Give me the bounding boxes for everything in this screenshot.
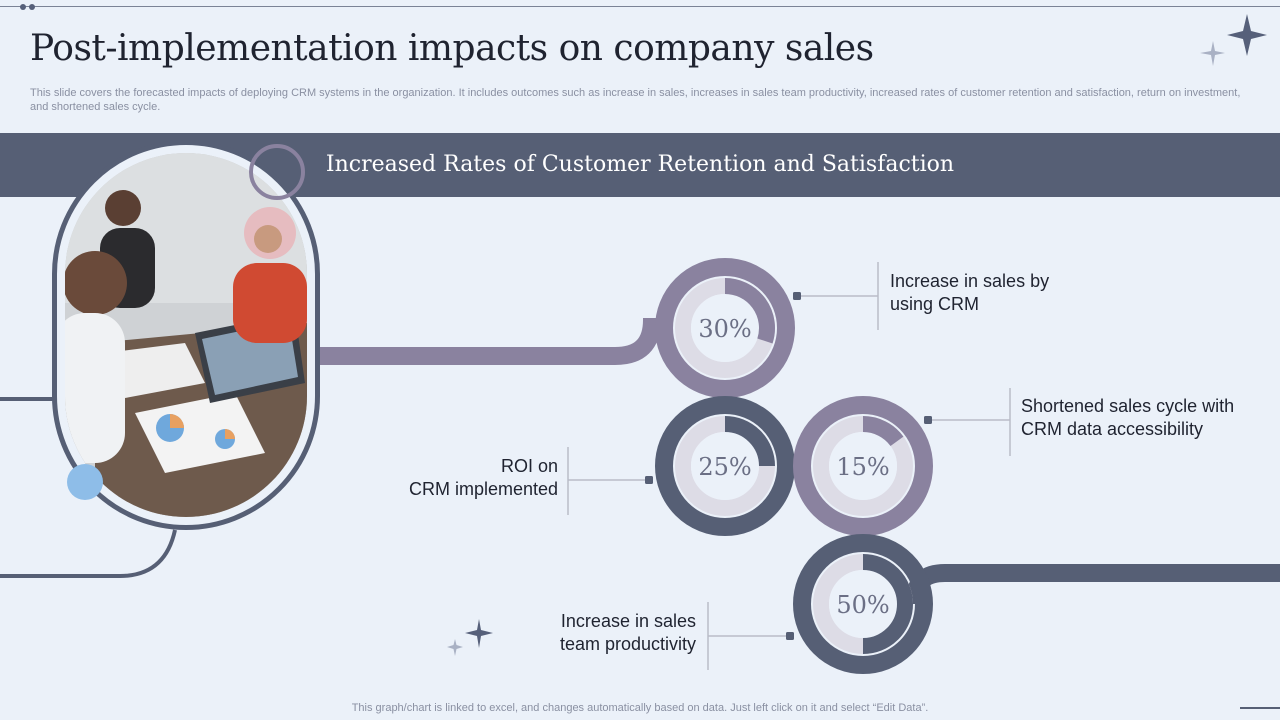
footer-note: This graph/chart is linked to excel, and…: [351, 702, 929, 714]
label-roi: ROI on CRM implemented: [408, 456, 558, 499]
donut-percent-label: 25%: [698, 453, 751, 481]
flow-path-top: [318, 318, 661, 365]
bottom-rule: [1240, 707, 1280, 709]
donut-value-arc: [724, 278, 775, 344]
donut-outer-ring: [655, 258, 795, 398]
decorative-ring: [249, 144, 305, 200]
flow-path-bottom: [906, 564, 1280, 604]
donut-center: [691, 432, 759, 500]
left-connector-bottom: [0, 529, 177, 578]
page-title: Post-implementation impacts on company s…: [30, 28, 874, 69]
callout-sales-crm: [793, 262, 879, 330]
sparkle-icon: [447, 639, 463, 656]
donut-center: [829, 570, 897, 638]
photo-business-meeting: [65, 153, 307, 517]
label-sales-cycle: Shortened sales cycle with CRM data acces…: [1021, 396, 1235, 439]
donut-value-arc: [862, 416, 904, 447]
donut-percent-label: 50%: [836, 591, 889, 619]
donut-roi: 25%: [655, 396, 795, 536]
top-dots: [20, 4, 35, 10]
decorative-dot: [67, 464, 103, 500]
top-rule: [0, 6, 1280, 7]
callout-productivity: [707, 602, 794, 670]
donut-center: [829, 432, 897, 500]
donut-sales-cycle: 15%: [793, 396, 933, 536]
callout-roi: [567, 447, 653, 515]
photo-frame: [52, 140, 320, 530]
sparkle-icon: [465, 619, 493, 648]
page-subtitle: This slide covers the forecasted impacts…: [30, 87, 1241, 113]
donut-sales-crm: 30%: [655, 258, 795, 398]
donut-team-productivity: 50%: [793, 534, 933, 674]
donut-outer-ring: [793, 396, 933, 536]
donut-percent-label: 15%: [836, 453, 889, 481]
donut-center: [691, 294, 759, 362]
donut-value-arc: [862, 554, 913, 654]
banner-title: Increased Rates of Customer Retention an…: [325, 152, 955, 177]
label-team-productivity: Increase in sales team productivity: [559, 611, 696, 654]
donut-outer-ring: [655, 396, 795, 536]
donut-value-arc: [724, 416, 775, 467]
label-sales-crm: Increase in sales by using CRM: [890, 271, 1050, 314]
callout-cycle: [924, 388, 1011, 456]
donut-outer-ring: [793, 534, 933, 674]
donut-percent-label: 30%: [698, 315, 751, 343]
